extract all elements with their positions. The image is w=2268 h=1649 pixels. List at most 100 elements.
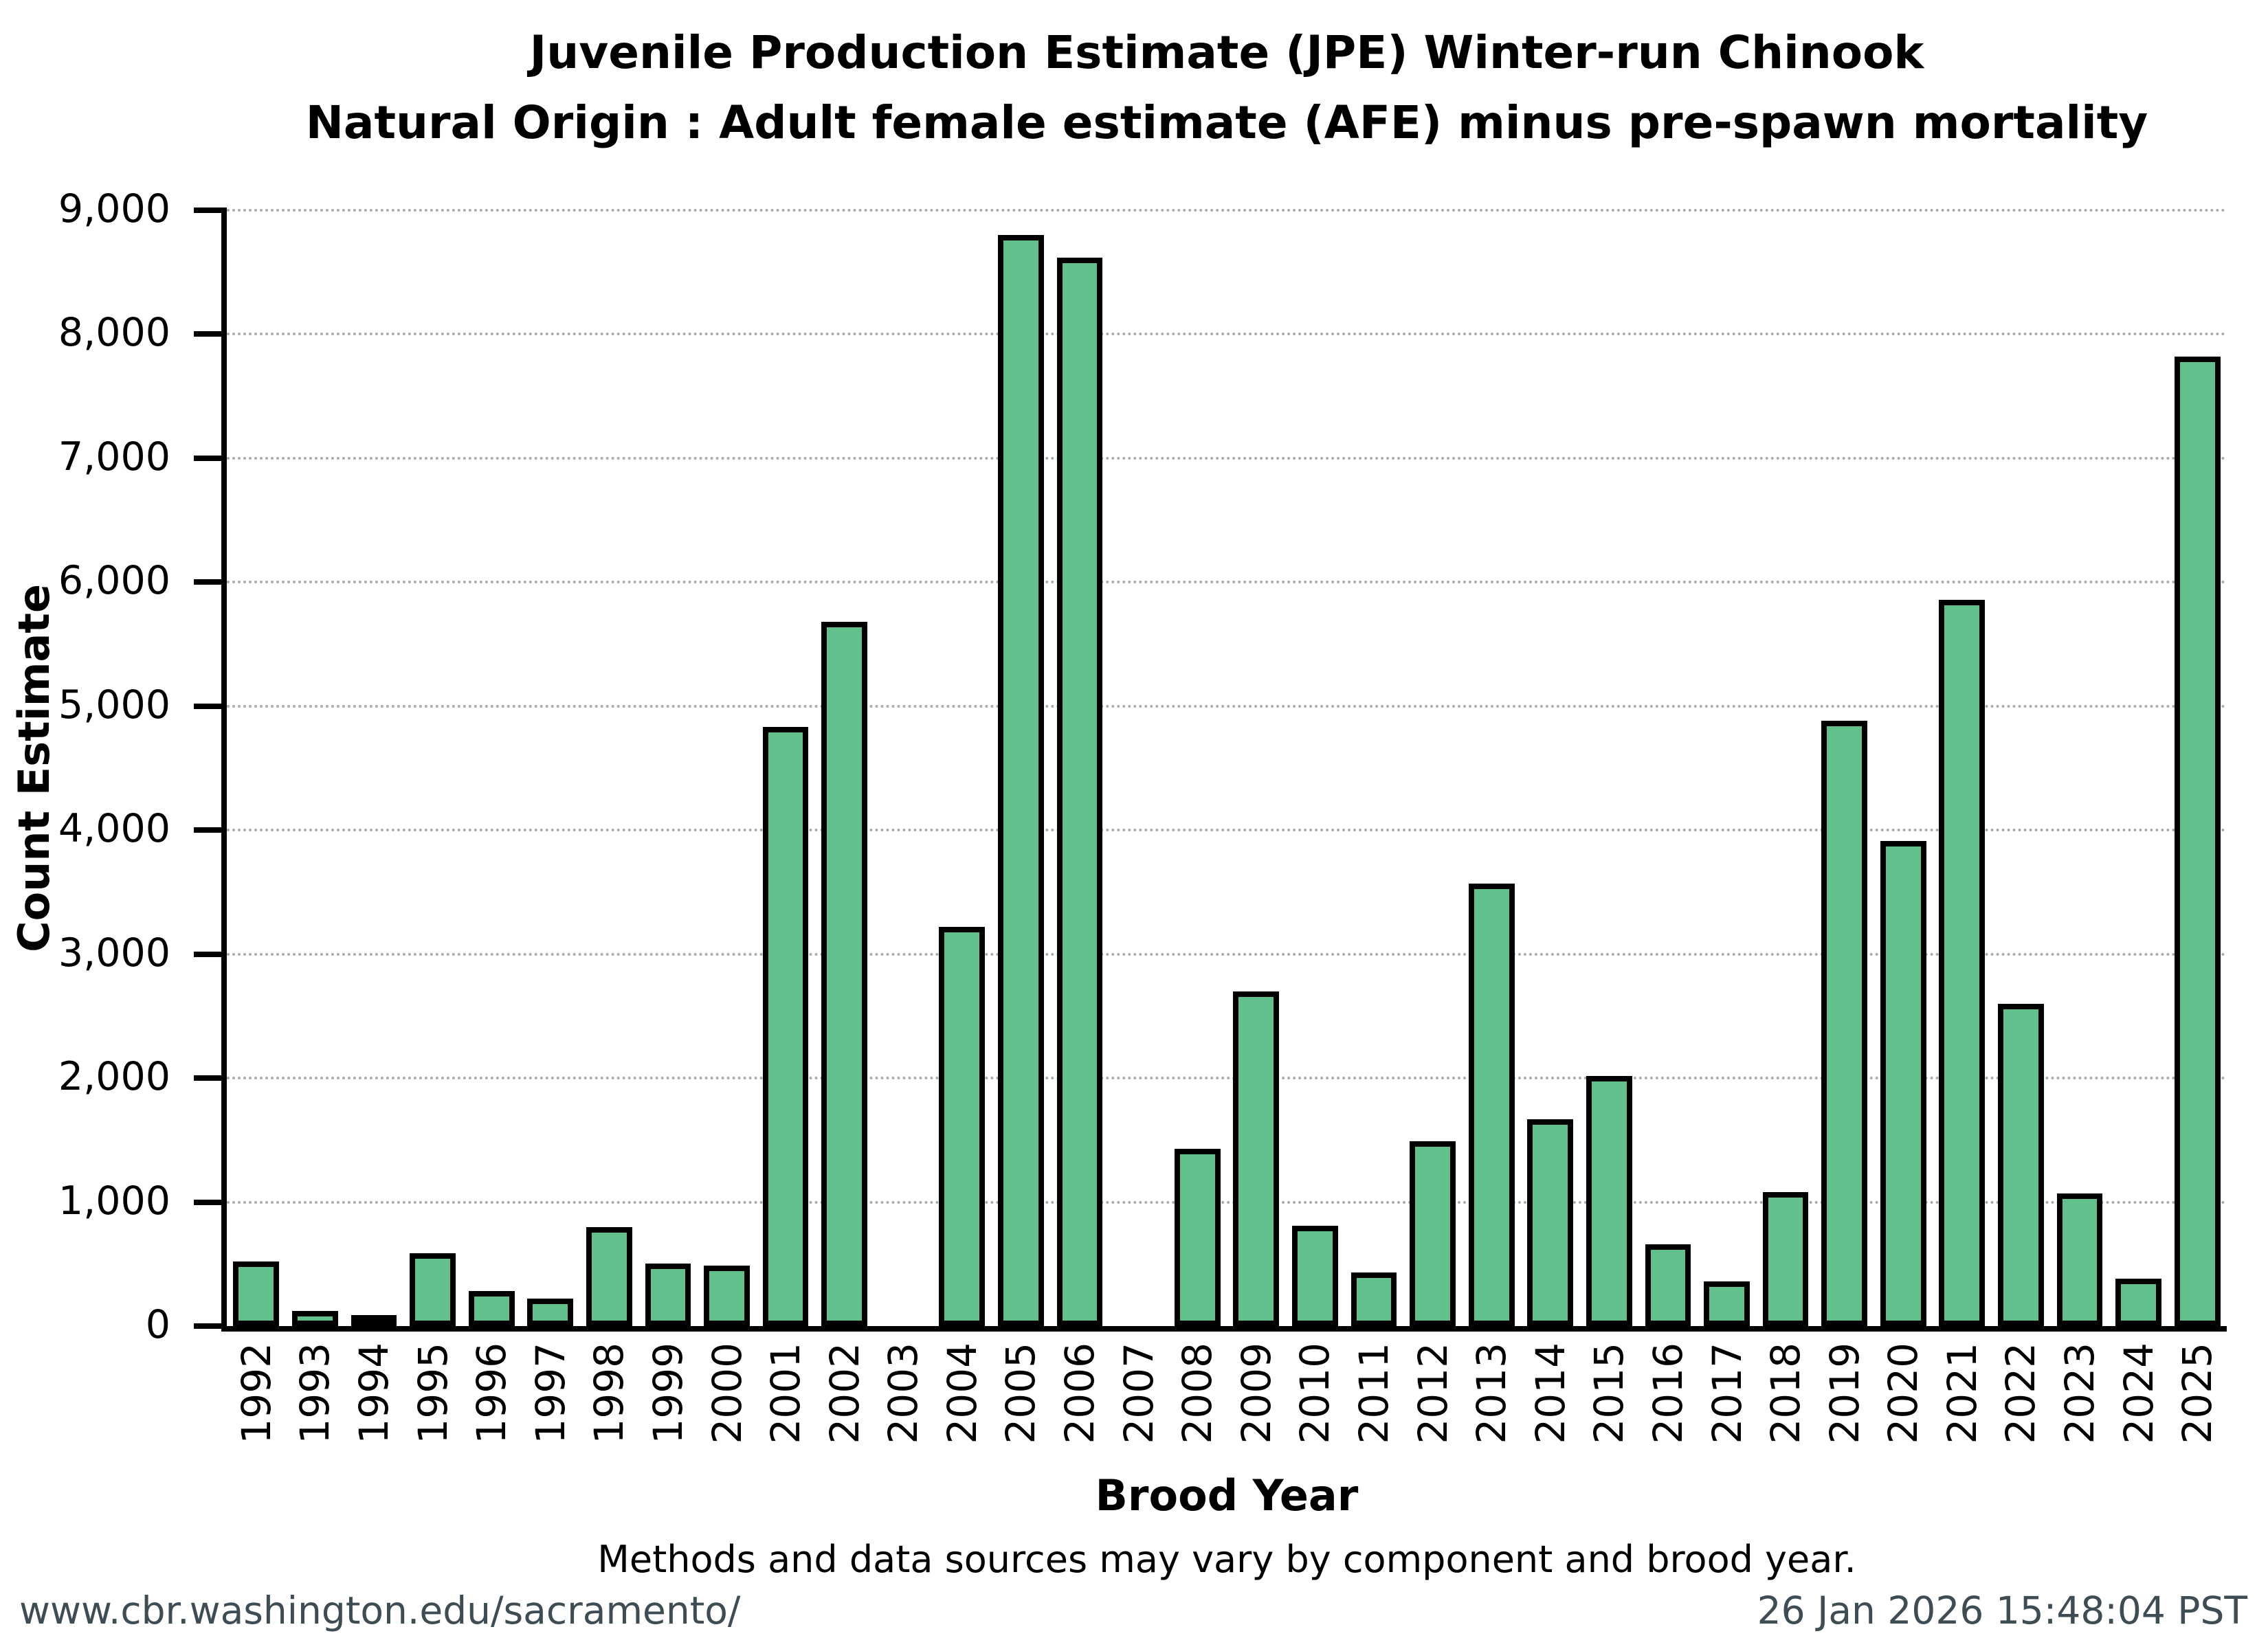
x-tick-label-2018: 2018 <box>1762 1343 1810 1444</box>
x-tick-label-2008: 2008 <box>1174 1343 1221 1444</box>
y-tick-mark <box>194 331 221 337</box>
bar-1999 <box>645 1263 691 1326</box>
bar-1994 <box>351 1315 397 1326</box>
bar-2010 <box>1292 1225 1338 1326</box>
gridline-9000 <box>227 209 2227 212</box>
y-tick-label-6000: 6,000 <box>58 558 170 604</box>
x-tick-label-1999: 1999 <box>644 1343 691 1444</box>
x-tick-label-1995: 1995 <box>409 1343 456 1444</box>
bar-2016 <box>1645 1244 1691 1326</box>
x-tick-label-2007: 2007 <box>1115 1343 1162 1444</box>
bar-2021 <box>1939 599 1986 1326</box>
y-tick-label-8000: 8,000 <box>58 310 170 356</box>
bar-2015 <box>1586 1075 1632 1326</box>
y-tick-mark <box>194 1199 221 1205</box>
x-axis-spine <box>221 1326 2227 1332</box>
x-tick-label-2013: 2013 <box>1468 1343 1515 1444</box>
bar-1997 <box>527 1299 574 1326</box>
x-tick-label-2009: 2009 <box>1232 1343 1280 1444</box>
bar-1992 <box>233 1261 280 1326</box>
footer-url: www.cbr.washington.edu/sacramento/ <box>19 1589 741 1633</box>
x-tick-label-2019: 2019 <box>1821 1343 1868 1444</box>
y-tick-label-5000: 5,000 <box>58 682 170 728</box>
y-axis-label-text: Count Estimate <box>8 584 59 952</box>
y-tick-mark <box>194 951 221 957</box>
y-axis-spine <box>221 207 227 1329</box>
bar-2013 <box>1468 883 1515 1326</box>
bar-2005 <box>998 235 1044 1326</box>
x-tick-label-2025: 2025 <box>2174 1343 2221 1444</box>
y-tick-label-4000: 4,000 <box>58 806 170 852</box>
bar-2020 <box>1880 841 1926 1326</box>
gridline-7000 <box>227 456 2227 460</box>
y-tick-label-1000: 1,000 <box>58 1178 170 1224</box>
bar-2009 <box>1233 991 1280 1326</box>
y-tick-mark <box>194 1075 221 1081</box>
bar-2017 <box>1704 1281 1750 1326</box>
bar-2011 <box>1350 1272 1397 1326</box>
bar-2008 <box>1174 1148 1221 1326</box>
bar-2025 <box>2174 356 2221 1326</box>
bar-2012 <box>1410 1141 1456 1326</box>
y-tick-mark <box>194 207 221 213</box>
bar-1996 <box>468 1291 515 1326</box>
chart-title-line1: Juvenile Production Estimate (JPE) Winte… <box>529 26 1924 79</box>
chart-title-line2: Natural Origin : Adult female estimate (… <box>305 96 2148 149</box>
y-tick-mark <box>194 579 221 585</box>
x-tick-label-2003: 2003 <box>880 1343 927 1444</box>
bar-2014 <box>1527 1119 1574 1326</box>
y-tick-mark <box>194 1323 221 1329</box>
x-tick-label-2022: 2022 <box>1997 1343 2045 1444</box>
gridline-6000 <box>227 581 2227 584</box>
bar-2006 <box>1056 257 1103 1326</box>
y-tick-mark <box>194 455 221 461</box>
gridline-5000 <box>227 704 2227 708</box>
x-tick-label-2000: 2000 <box>703 1343 751 1444</box>
x-tick-label-1997: 1997 <box>526 1343 574 1444</box>
gridline-8000 <box>227 333 2227 336</box>
bar-1993 <box>292 1311 338 1326</box>
plot-area <box>194 207 2227 1332</box>
y-tick-label-9000: 9,000 <box>58 186 170 232</box>
x-tick-label-2011: 2011 <box>1350 1343 1397 1444</box>
x-tick-label-1994: 1994 <box>350 1343 397 1444</box>
bar-2024 <box>2115 1279 2161 1326</box>
x-tick-label-2002: 2002 <box>821 1343 868 1444</box>
bar-2001 <box>762 727 809 1326</box>
bar-2004 <box>939 926 986 1326</box>
x-tick-label-1992: 1992 <box>232 1343 280 1444</box>
y-tick-mark <box>194 827 221 833</box>
x-tick-label-1996: 1996 <box>468 1343 515 1444</box>
bar-2000 <box>704 1265 750 1326</box>
x-tick-label-2001: 2001 <box>762 1343 810 1444</box>
x-tick-label-2021: 2021 <box>1938 1343 1986 1444</box>
bar-2023 <box>2056 1193 2103 1326</box>
gridline-3000 <box>227 952 2227 956</box>
x-tick-label-2017: 2017 <box>1703 1343 1750 1444</box>
x-tick-label-2005: 2005 <box>997 1343 1045 1444</box>
x-tick-label-2010: 2010 <box>1291 1343 1339 1444</box>
x-tick-label-2006: 2006 <box>1056 1343 1104 1444</box>
x-tick-label-2012: 2012 <box>1409 1343 1456 1444</box>
x-tick-label-2016: 2016 <box>1644 1343 1691 1444</box>
x-tick-label-2015: 2015 <box>1586 1343 1633 1444</box>
gridline-4000 <box>227 829 2227 832</box>
footer-timestamp: 26 Jan 2026 15:48:04 PST <box>1757 1589 2247 1633</box>
gridline-1000 <box>227 1200 2227 1204</box>
x-tick-label-2020: 2020 <box>1880 1343 1927 1444</box>
bar-2002 <box>821 622 868 1326</box>
y-tick-label-0: 0 <box>145 1302 170 1347</box>
y-tick-label-2000: 2,000 <box>58 1054 170 1100</box>
footnote: Methods and data sources may vary by com… <box>597 1538 1856 1581</box>
x-tick-label-1998: 1998 <box>586 1343 633 1444</box>
x-tick-label-2004: 2004 <box>938 1343 986 1444</box>
y-tick-mark <box>194 703 221 709</box>
bar-1998 <box>586 1226 632 1326</box>
x-tick-label-1993: 1993 <box>291 1343 339 1444</box>
bar-1995 <box>410 1253 456 1326</box>
y-tick-label-3000: 3,000 <box>58 930 170 976</box>
y-axis-label: Count Estimate <box>8 210 59 1326</box>
x-tick-label-2014: 2014 <box>1526 1343 1574 1444</box>
bar-2022 <box>1998 1003 2044 1326</box>
